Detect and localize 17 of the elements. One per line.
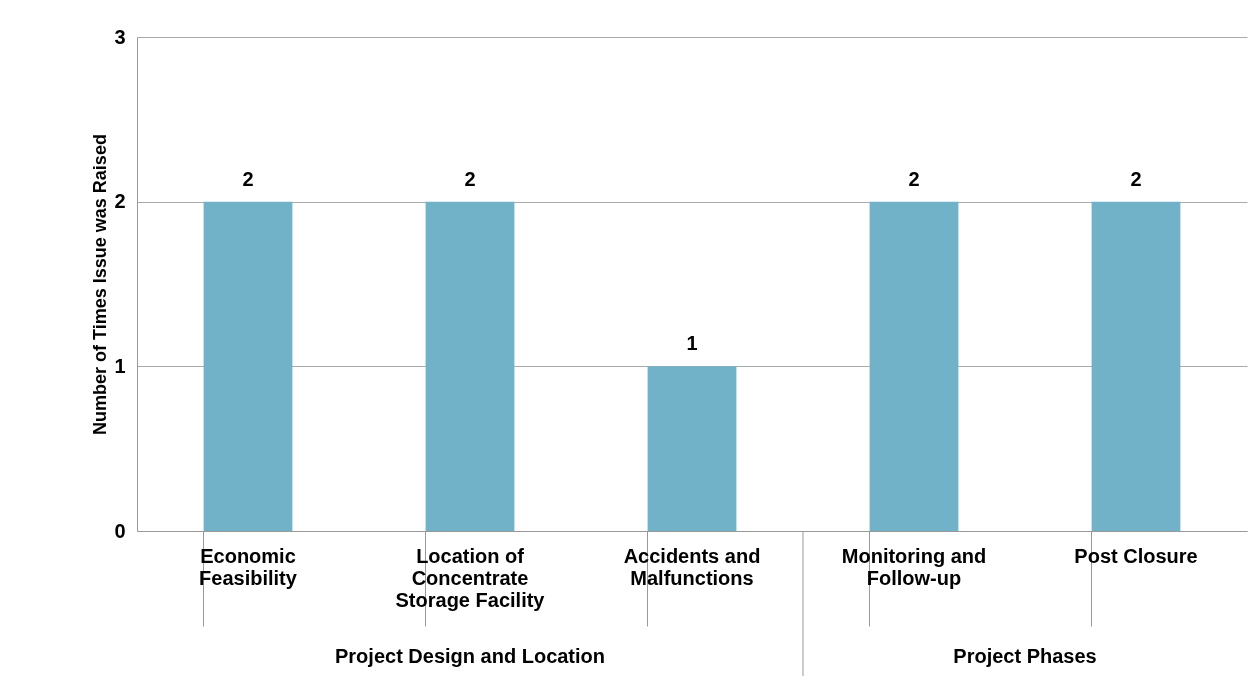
y-axis-title: Number of Times Issue was Raised [90,134,111,435]
text: Project Phases [953,645,1097,667]
y-tick-label: 2 [114,190,126,213]
data-label: 2 [908,167,920,190]
x-tick-label: Economic Feasibility [199,544,298,589]
data-label: 2 [464,167,476,190]
y-tick-label: 0 [114,519,126,542]
data-label: 2 [242,167,254,190]
x-tick-label: Location of Concentrate Storage Facility [395,544,546,611]
text: Project Design and Location [334,645,606,667]
y-tick-label: 3 [114,25,126,48]
data-label: 1 [686,332,698,355]
x-tick-label: Post Closure [1074,544,1198,567]
data-label: 2 [1130,167,1142,190]
x-tick-label: Accidents and Malfunctions [623,544,761,589]
x-tick-label: Monitoring and Follow-up [841,544,987,589]
y-tick-label: 1 [114,354,126,377]
